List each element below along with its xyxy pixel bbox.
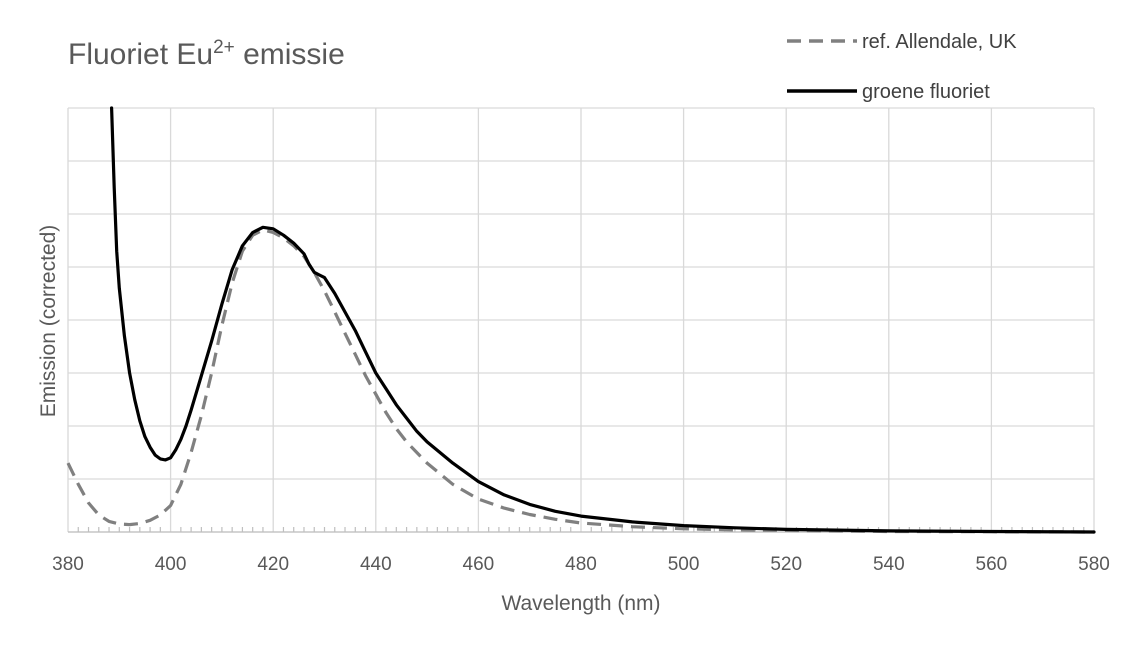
gridlines [67, 107, 1095, 533]
x-axis-label: Wavelength (nm) [501, 592, 660, 615]
x-tick-labels: 380 400 420 440 460 480 500 520 540 560 580 [52, 554, 1110, 575]
x-tick-label: 480 [565, 554, 597, 575]
x-tick-label: 460 [463, 554, 495, 575]
x-tick-label: 540 [873, 554, 905, 575]
x-tick-label: 400 [155, 554, 187, 575]
y-axis-label: Emission (corrected) [37, 225, 60, 418]
series-line-groene-fluoriet [109, 106, 1096, 534]
legend-label-groene-fluoriet: groene fluoriet [862, 81, 990, 103]
x-tick-label: 560 [976, 554, 1008, 575]
legend-label-ref-allendale: ref. Allendale, UK [862, 31, 1017, 53]
x-tick-label: 500 [668, 554, 700, 575]
x-tick-label: 380 [52, 554, 84, 575]
x-tick-label: 520 [770, 554, 802, 575]
x-tick-label: 440 [360, 554, 392, 575]
chart-title: Fluoriet Eu2+ emissie [68, 37, 345, 71]
x-tick-label: 420 [257, 554, 289, 575]
series-line-ref-allendale [66, 228, 1095, 534]
legend: ref. Allendale, UK groene fluoriet [787, 31, 1017, 103]
series-lines [66, 106, 1096, 534]
x-tick-label: 580 [1078, 554, 1110, 575]
